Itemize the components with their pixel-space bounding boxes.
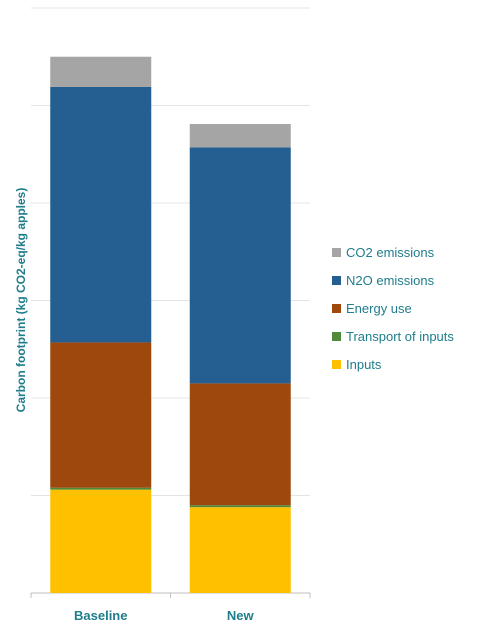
bar-segment-inputs-baseline [50, 489, 152, 593]
legend-swatch [332, 275, 341, 285]
legend-item: CO2 emissions [332, 238, 454, 266]
legend-item: Transport of inputs [332, 322, 454, 350]
legend-swatch [332, 359, 341, 369]
x-tick-label: Baseline [74, 608, 127, 621]
bars [50, 56, 291, 593]
bar-segment-energy-use-baseline [50, 342, 152, 488]
x-tick-label: New [227, 608, 255, 621]
bar-segment-n2o-emissions-baseline [50, 86, 152, 343]
bar-segment-transport-of-inputs-new [189, 505, 291, 508]
legend-label: CO2 emissions [346, 244, 435, 260]
legend-swatch [332, 247, 341, 257]
y-axis-title: Carbon footprint (kg CO2-eq/kg apples) [14, 187, 28, 413]
legend-label: N2O emissions [346, 272, 435, 288]
legend: CO2 emissions N2O emissions Energy use Tran… [332, 238, 454, 378]
bar-segment-energy-use-new [189, 383, 291, 506]
bar-segment-transport-of-inputs-baseline [50, 487, 152, 490]
legend-item: N2O emissions [332, 266, 454, 294]
legend-label: Energy use [346, 300, 412, 316]
legend-label: Transport of inputs [346, 328, 454, 344]
x-tick-labels: Baseline New [74, 608, 254, 621]
legend-item: Energy use [332, 294, 454, 322]
legend-item: Inputs [332, 350, 454, 378]
bar-segment-co2-emissions-baseline [50, 56, 152, 87]
legend-label: Inputs [346, 356, 382, 372]
bar-segment-co2-emissions-new [189, 124, 291, 148]
bar-segment-n2o-emissions-new [189, 147, 291, 384]
legend-swatch [332, 331, 341, 341]
legend-swatch [332, 303, 341, 313]
bar-segment-inputs-new [189, 507, 291, 593]
